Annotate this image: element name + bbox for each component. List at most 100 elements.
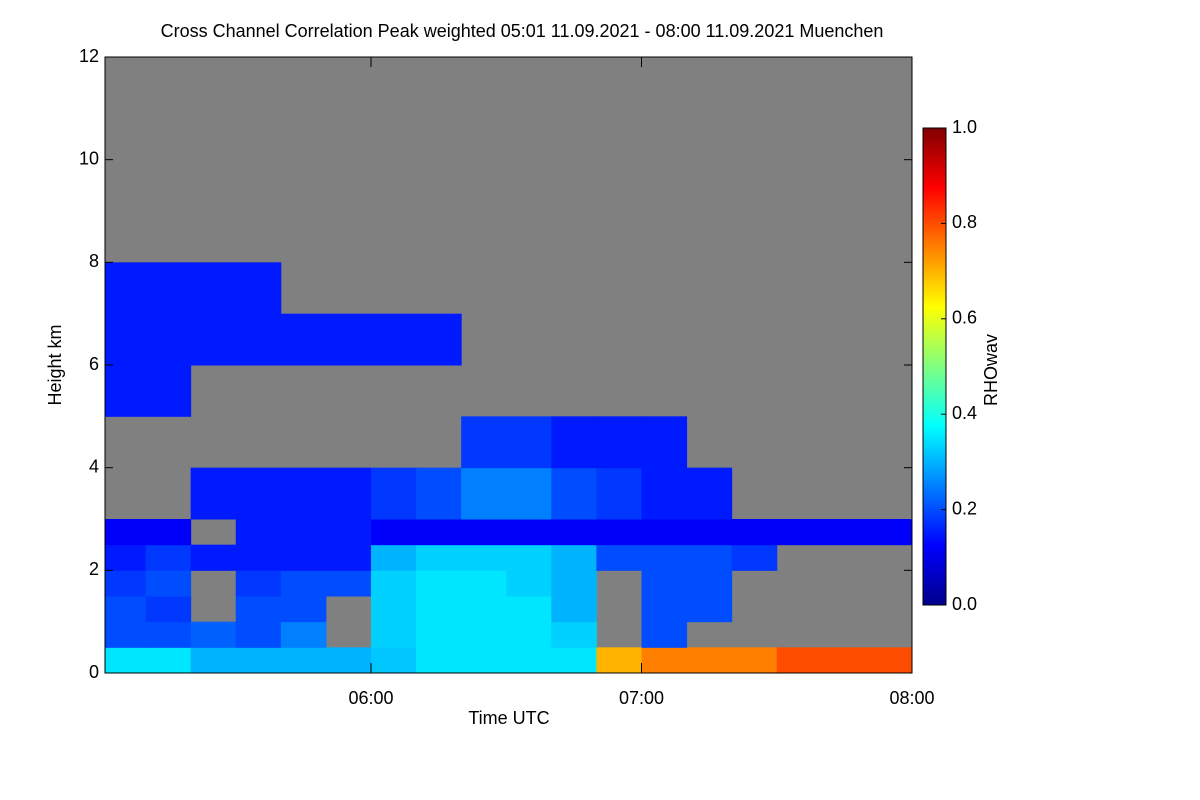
heatmap-cell — [416, 544, 462, 571]
heatmap-cell — [235, 262, 282, 315]
heatmap-cell — [370, 596, 417, 623]
colorbar-tick-label: 0.0 — [952, 594, 977, 614]
heatmap-cell — [416, 621, 462, 648]
heatmap-cell — [461, 621, 507, 648]
heatmap-cell — [686, 519, 733, 546]
heatmap-cell — [821, 519, 868, 546]
heatmap-cell — [506, 467, 552, 520]
heatmap-cell — [325, 519, 372, 546]
heatmap-cell — [866, 647, 912, 673]
heatmap-cell — [190, 313, 237, 366]
heatmap-cell — [416, 570, 462, 597]
heatmap-cell — [551, 519, 597, 546]
chart-title: Cross Channel Correlation Peak weighted … — [161, 21, 884, 41]
heatmap-cell — [370, 519, 417, 546]
heatmap-cell — [235, 647, 282, 673]
heatmap-cell — [370, 313, 417, 366]
heatmap-cell — [461, 647, 507, 673]
heatmap-cell — [145, 544, 192, 571]
heatmap-cell — [280, 519, 327, 546]
heatmap-cell — [370, 570, 417, 597]
heatmap-cell — [686, 544, 733, 571]
heatmap-cell — [105, 262, 147, 315]
heatmap-cell — [280, 596, 327, 623]
heatmap-cell — [641, 519, 688, 546]
heatmap-cell — [190, 544, 237, 571]
heatmap-cell — [190, 467, 237, 520]
heatmap-cell — [235, 544, 282, 571]
heatmap-cell — [325, 313, 372, 366]
heatmap-cell — [506, 647, 552, 673]
y-tick-label: 10 — [79, 148, 99, 168]
heatmap-cell — [731, 647, 778, 673]
heatmap-cell — [686, 570, 733, 597]
y-tick-label: 2 — [89, 559, 99, 579]
heatmap-cell — [641, 544, 688, 571]
heatmap-cell — [506, 570, 552, 597]
x-tick-label: 08:00 — [889, 688, 934, 708]
colorbar-tick-label: 0.8 — [952, 212, 977, 232]
heatmap-cell — [370, 544, 417, 571]
heatmap-cell — [776, 647, 823, 673]
heatmap-cell — [105, 647, 147, 673]
heatmap-cells — [105, 262, 912, 673]
heatmap-cell — [686, 647, 733, 673]
heatmap-cell — [641, 416, 688, 469]
heatmap-cell — [370, 647, 417, 673]
heatmap-cell — [551, 467, 597, 520]
heatmap-cell — [551, 416, 597, 469]
heatmap-cell — [506, 621, 552, 648]
heatmap-cell — [280, 647, 327, 673]
heatmap-cell — [506, 596, 552, 623]
heatmap-cell — [461, 416, 507, 469]
heatmap-cell — [235, 621, 282, 648]
colorbar-label: RHOwav — [981, 334, 1001, 406]
heatmap-cell — [145, 262, 192, 315]
heatmap-cell — [280, 570, 327, 597]
colorbar-tick-label: 0.4 — [952, 403, 977, 423]
heatmap-cell — [105, 544, 147, 571]
y-axis-label: Height km — [45, 324, 65, 405]
y-tick-label: 4 — [89, 456, 99, 476]
heatmap-cell — [641, 621, 688, 648]
heatmap-cell — [105, 570, 147, 597]
heatmap-cell — [596, 647, 642, 673]
heatmap-cell — [190, 647, 237, 673]
heatmap-cell — [551, 544, 597, 571]
heatmap-cell — [686, 467, 733, 520]
heatmap-cell — [190, 621, 237, 648]
heatmap-cell — [145, 570, 192, 597]
colorbar — [923, 128, 946, 605]
heatmap-cell — [641, 570, 688, 597]
heatmap-cell — [551, 647, 597, 673]
heatmap-cell — [145, 313, 192, 366]
heatmap-cell — [325, 544, 372, 571]
x-axis-label: Time UTC — [468, 708, 549, 728]
heatmap-cell — [416, 467, 462, 520]
heatmap-cell — [370, 621, 417, 648]
heatmap-cell — [866, 519, 912, 546]
heatmap-cell — [461, 544, 507, 571]
heatmap-cell — [641, 647, 688, 673]
heatmap-cell — [280, 544, 327, 571]
heatmap-cell — [551, 621, 597, 648]
x-tick-label: 06:00 — [348, 688, 393, 708]
heatmap-cell — [145, 621, 192, 648]
heatmap-cell — [235, 467, 282, 520]
heatmap-cell — [461, 519, 507, 546]
colorbar-frame — [922, 127, 947, 606]
heatmap-cell — [145, 519, 192, 546]
heatmap-cell — [596, 467, 642, 520]
heatmap-cell — [596, 519, 642, 546]
heatmap-cell — [235, 570, 282, 597]
heatmap-cell — [461, 596, 507, 623]
heatmap-cell — [596, 416, 642, 469]
heatmap-cell — [190, 262, 237, 315]
heatmap-cell — [461, 467, 507, 520]
y-tick-label: 6 — [89, 354, 99, 374]
heatmap-cell — [551, 570, 597, 597]
heatmap-cell — [235, 519, 282, 546]
y-tick-label: 12 — [79, 46, 99, 66]
heatmap-cell — [416, 596, 462, 623]
